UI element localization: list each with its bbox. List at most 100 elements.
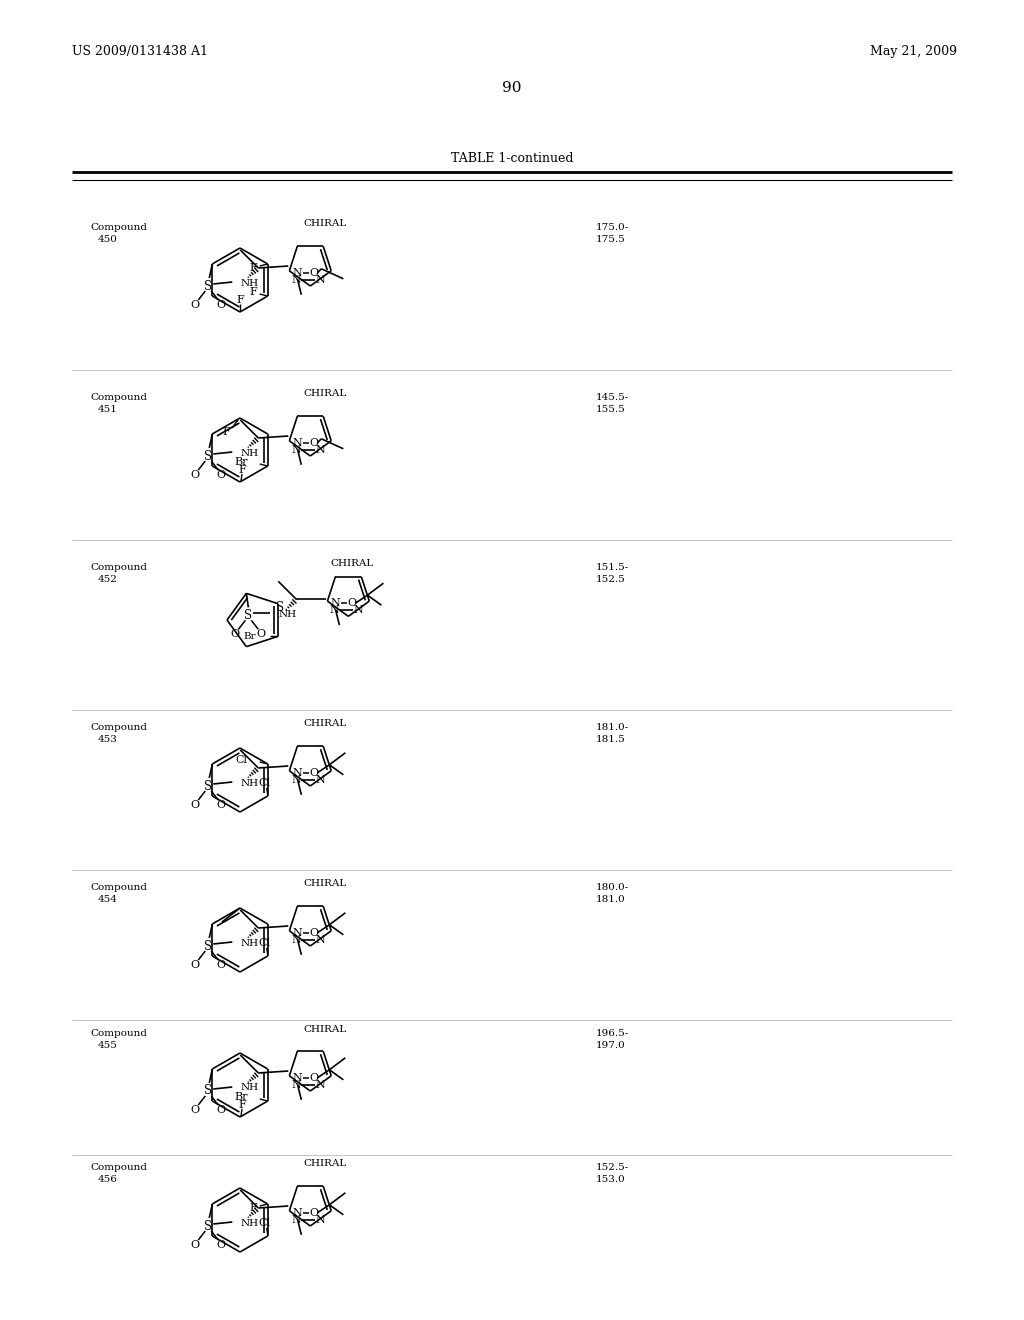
Text: O: O [257,630,266,639]
Text: O: O [310,1208,318,1218]
Text: 153.0: 153.0 [596,1176,626,1184]
Text: 452: 452 [98,576,118,585]
Text: O: O [310,1073,318,1082]
Text: O: O [217,470,226,480]
Text: F: F [239,465,246,475]
Text: O: O [217,960,226,970]
Text: NH: NH [241,779,258,788]
Text: F: F [222,426,229,437]
Text: N: N [292,775,301,785]
Text: 152.5: 152.5 [596,576,626,585]
Text: NH: NH [241,1084,258,1093]
Text: N: N [293,1073,302,1082]
Text: CHIRAL: CHIRAL [303,389,346,399]
Text: Compound: Compound [90,1163,147,1172]
Text: N: N [293,1208,302,1218]
Text: NH: NH [279,610,297,619]
Text: Compound: Compound [90,723,147,733]
Text: N: N [331,598,340,609]
Text: NH: NH [241,939,258,948]
Text: Compound: Compound [90,393,147,403]
Text: N: N [315,1080,326,1090]
Text: N: N [330,606,339,615]
Text: Cl: Cl [259,1218,270,1228]
Text: N: N [315,775,326,785]
Text: 450: 450 [98,235,118,244]
Text: 181.0-: 181.0- [596,723,630,733]
Text: Compound: Compound [90,223,147,232]
Text: O: O [310,438,318,447]
Text: O: O [348,598,357,609]
Text: 90: 90 [502,81,522,95]
Text: 175.5: 175.5 [596,235,626,244]
Text: 196.5-: 196.5- [596,1028,630,1038]
Text: F: F [250,1203,258,1213]
Text: F: F [250,263,258,273]
Text: Compound: Compound [90,883,147,892]
Text: O: O [190,300,200,310]
Text: N: N [293,268,302,277]
Text: N: N [292,1080,301,1090]
Text: S: S [204,1220,212,1233]
Text: 151.5-: 151.5- [596,564,630,573]
Text: S: S [204,780,212,792]
Text: S: S [204,940,212,953]
Text: O: O [190,1105,200,1115]
Text: 181.5: 181.5 [596,735,626,744]
Text: 451: 451 [98,405,118,414]
Text: Cl: Cl [236,755,248,766]
Text: CHIRAL: CHIRAL [303,219,346,228]
Text: US 2009/0131438 A1: US 2009/0131438 A1 [72,45,208,58]
Text: Br: Br [234,457,248,467]
Text: O: O [217,800,226,810]
Text: N: N [315,445,326,455]
Text: NH: NH [241,449,258,458]
Text: CHIRAL: CHIRAL [330,560,374,569]
Text: S: S [245,609,252,622]
Text: NH: NH [241,1218,258,1228]
Text: 453: 453 [98,735,118,744]
Text: O: O [310,928,318,937]
Text: S: S [275,601,284,614]
Text: Cl: Cl [259,939,270,948]
Text: O: O [310,768,318,777]
Text: 197.0: 197.0 [596,1040,626,1049]
Text: O: O [190,1239,200,1250]
Text: May 21, 2009: May 21, 2009 [870,45,957,58]
Text: N: N [292,935,301,945]
Text: S: S [204,280,212,293]
Text: Compound: Compound [90,1028,147,1038]
Text: N: N [292,1214,301,1225]
Text: 145.5-: 145.5- [596,393,630,403]
Text: O: O [310,268,318,277]
Text: O: O [190,800,200,810]
Text: N: N [315,275,326,285]
Text: O: O [230,630,240,639]
Text: CHIRAL: CHIRAL [303,879,346,888]
Text: S: S [204,1085,212,1097]
Text: N: N [293,438,302,447]
Text: 152.5-: 152.5- [596,1163,630,1172]
Text: N: N [293,928,302,937]
Text: 175.0-: 175.0- [596,223,630,232]
Text: N: N [292,275,301,285]
Text: N: N [315,1214,326,1225]
Text: N: N [353,606,364,615]
Text: CHIRAL: CHIRAL [303,1159,346,1168]
Text: F: F [250,286,258,297]
Text: CHIRAL: CHIRAL [303,719,346,729]
Text: N: N [315,935,326,945]
Text: 455: 455 [98,1040,118,1049]
Text: O: O [217,1105,226,1115]
Text: 456: 456 [98,1176,118,1184]
Text: O: O [190,470,200,480]
Text: Br: Br [243,632,256,642]
Text: TABLE 1-continued: TABLE 1-continued [451,152,573,165]
Text: N: N [292,445,301,455]
Text: 180.0-: 180.0- [596,883,630,892]
Text: CHIRAL: CHIRAL [303,1024,346,1034]
Text: Br: Br [234,1092,248,1102]
Text: N: N [293,768,302,777]
Text: 155.5: 155.5 [596,405,626,414]
Text: S: S [204,450,212,462]
